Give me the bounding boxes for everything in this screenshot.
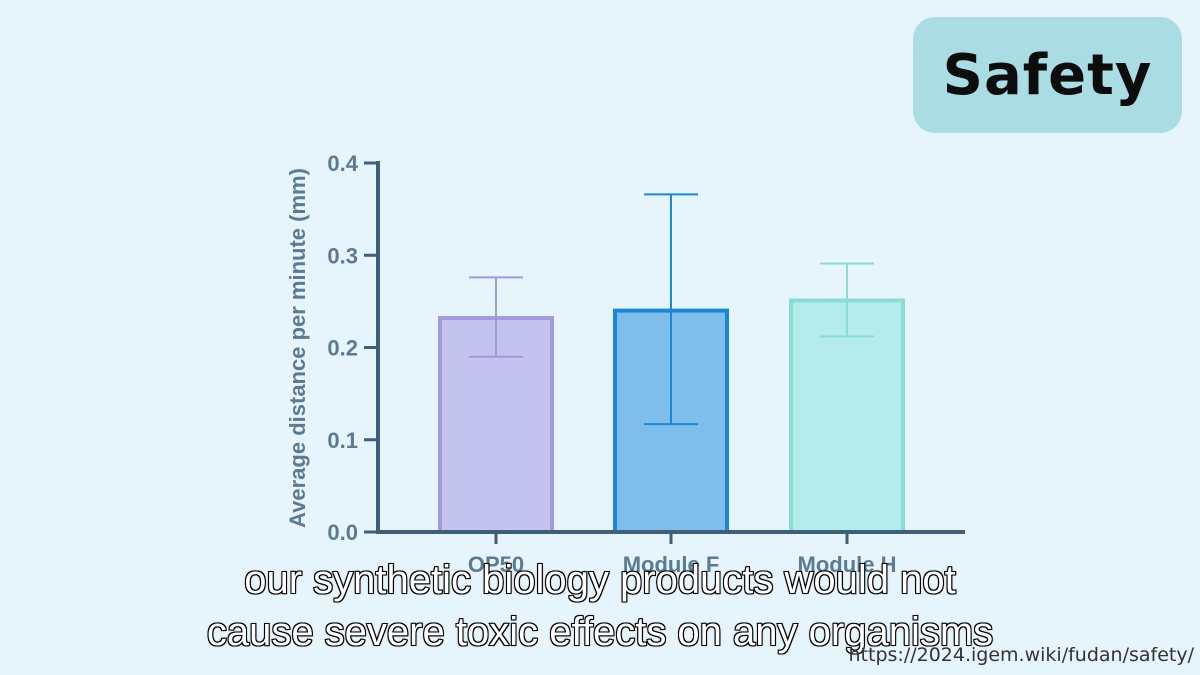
- x-tick-label: Module F: [623, 552, 720, 577]
- y-tick-label: 0.0: [327, 520, 358, 545]
- x-tick-label: OP50: [468, 552, 524, 577]
- error-bar-module-f: [644, 193, 698, 426]
- y-tick-label: 0.3: [327, 243, 358, 268]
- y-tick-label: 0.4: [327, 151, 358, 176]
- error-bar-op50: [469, 276, 523, 358]
- subtitle-line-2: cause severe toxic effects on any organi…: [206, 609, 994, 655]
- bar-module-h: [789, 298, 905, 535]
- y-tick-label: 0.1: [327, 428, 358, 453]
- subtitle-line-1: our synthetic biology products would not: [243, 557, 957, 603]
- source-url: https://2024.igem.wiki/fudan/safety/: [848, 644, 1194, 666]
- y-tick-label: 0.2: [327, 336, 358, 361]
- error-bar-module-h: [820, 262, 874, 338]
- y-axis-label: Average distance per minute (mm): [285, 168, 310, 528]
- badge-label: Safety: [942, 42, 1153, 108]
- safety-badge: Safety: [913, 17, 1182, 133]
- x-tick-label: Module H: [798, 552, 897, 577]
